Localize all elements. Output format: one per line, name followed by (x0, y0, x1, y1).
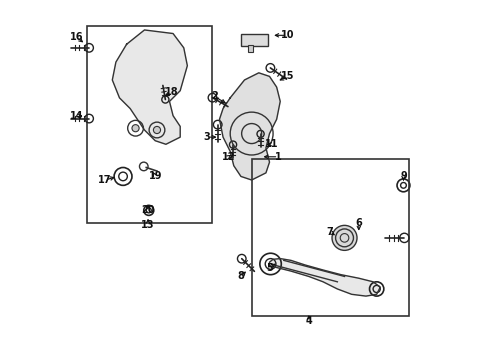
Text: 4: 4 (305, 316, 311, 326)
Text: 10: 10 (280, 30, 293, 40)
Text: 14: 14 (70, 111, 83, 121)
Text: 2: 2 (210, 91, 217, 101)
Text: 18: 18 (164, 87, 178, 98)
Text: 16: 16 (70, 32, 83, 42)
Text: 19: 19 (148, 171, 162, 181)
Bar (251, 158, 408, 316)
Circle shape (331, 225, 356, 250)
Text: 20: 20 (141, 205, 155, 215)
Text: 6: 6 (355, 218, 362, 228)
Bar (241, 33, 267, 46)
Text: 7: 7 (326, 227, 333, 237)
Polygon shape (269, 258, 380, 296)
Text: 1: 1 (274, 152, 281, 162)
Text: 8: 8 (237, 271, 244, 282)
Polygon shape (219, 73, 280, 180)
Bar (87, 26, 212, 223)
Circle shape (132, 125, 139, 132)
Text: 9: 9 (399, 171, 406, 181)
Text: 17: 17 (98, 175, 112, 185)
Text: 12: 12 (221, 152, 235, 162)
Text: 11: 11 (264, 139, 278, 149)
Circle shape (153, 126, 160, 134)
Polygon shape (112, 30, 187, 144)
Text: 5: 5 (265, 262, 272, 273)
Text: 3: 3 (203, 132, 210, 142)
Bar (247, 45, 253, 52)
Text: 13: 13 (141, 220, 155, 230)
Text: 15: 15 (280, 71, 293, 81)
